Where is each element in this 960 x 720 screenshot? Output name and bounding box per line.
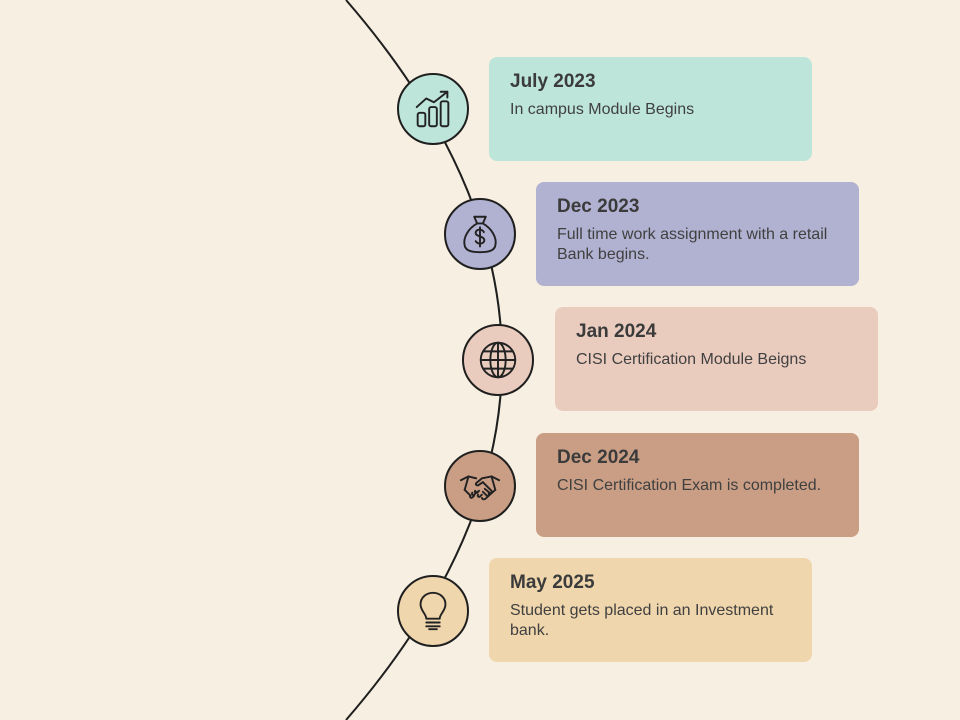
milestone-icon-circle-5 xyxy=(397,575,469,647)
globe-icon xyxy=(479,341,517,379)
milestone-card-4: Dec 2024 CISI Certification Exam is comp… xyxy=(536,433,859,537)
milestone-description: Student gets placed in an Investment ban… xyxy=(510,602,774,639)
milestone-description: Full time work assignment with a retail … xyxy=(557,226,828,263)
handshake-icon xyxy=(459,475,501,501)
milestone-description: In campus Module Begins xyxy=(510,101,695,118)
milestone-icon-circle-2 xyxy=(444,198,516,270)
money-bag-icon xyxy=(463,215,497,254)
milestone-icon-circle-4 xyxy=(444,450,516,522)
milestone-card-3: Jan 2024 CISI Certification Module Beign… xyxy=(555,307,878,411)
milestone-card-2: Dec 2023 Full time work assignment with … xyxy=(536,182,859,286)
milestone-card-5: May 2025 Student gets placed in an Inves… xyxy=(489,558,812,662)
milestone-date: May 2025 xyxy=(510,572,595,593)
milestone-icon-circle-1 xyxy=(397,73,469,145)
milestone-date: Dec 2023 xyxy=(557,196,640,217)
milestone-description: CISI Certification Exam is completed. xyxy=(557,477,822,494)
milestone-date: Jan 2024 xyxy=(576,321,657,342)
milestone-date: July 2023 xyxy=(510,71,596,92)
milestone-date: Dec 2024 xyxy=(557,447,640,468)
milestone-description: CISI Certification Module Beigns xyxy=(576,351,807,368)
lightbulb-icon xyxy=(419,591,447,631)
milestone-card-1: July 2023 In campus Module Begins xyxy=(489,57,812,161)
growth-chart-icon xyxy=(415,90,450,128)
milestone-icon-circle-3 xyxy=(462,324,534,396)
